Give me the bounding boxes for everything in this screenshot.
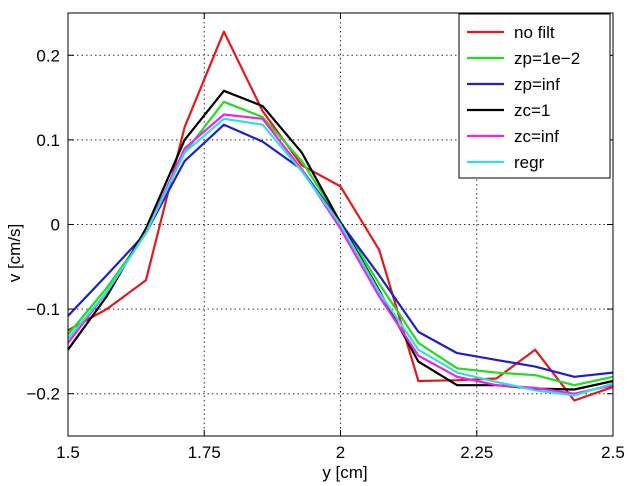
series-line-6 (67, 117, 614, 397)
y-tick-label: 0.2 (36, 46, 60, 65)
x-tick-label: 2.25 (460, 443, 493, 462)
legend-label: zp=inf (514, 75, 560, 94)
x-axis-label: y [cm] (322, 463, 367, 482)
x-tick-label: 1.5 (56, 443, 80, 462)
legend-label: regr (514, 153, 545, 172)
series-line-1 (67, 30, 614, 402)
x-tick-label: 2.5 (601, 443, 625, 462)
legend: no filt zp=1e−2 zp=inf zc=1 zc=inf regr (458, 13, 611, 179)
legend-label: zp=1e−2 (514, 49, 580, 68)
legend-label: no filt (514, 23, 555, 42)
y-tick-label: −0.1 (26, 300, 60, 319)
x-tick-label: 1.75 (188, 443, 221, 462)
y-tick-label: −0.2 (26, 385, 60, 404)
legend-label: zc=inf (514, 127, 559, 146)
y-tick-label: 0 (51, 216, 60, 235)
legend-box (458, 13, 611, 179)
legend-label: zc=1 (514, 101, 550, 120)
x-tick-label: 2 (336, 443, 345, 462)
y-tick-label: 0.1 (36, 131, 60, 150)
series-layer (67, 30, 614, 402)
axes (67, 12, 614, 437)
tick-labels: 1.5 1.75 2 2.25 2.5 −0.2 −0.1 0 0.1 0.2 (26, 46, 624, 462)
y-axis-label: v [cm/s] (5, 224, 24, 283)
